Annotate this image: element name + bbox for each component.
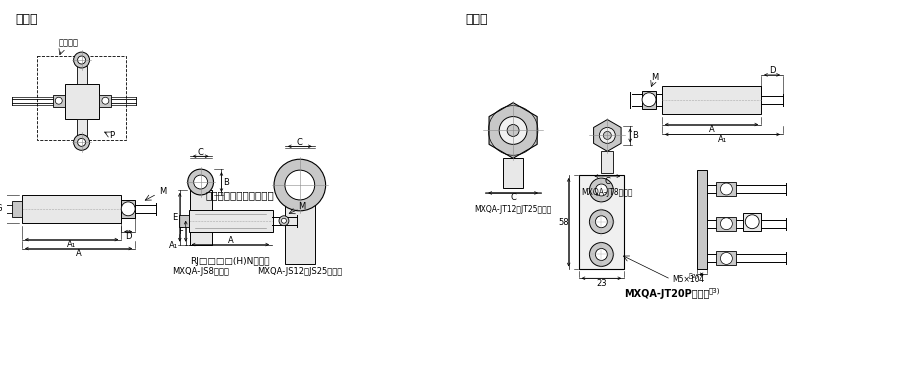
Text: 58: 58 [558, 218, 569, 227]
Bar [662, 86, 761, 114]
Text: MXQA-JS8の場合: MXQA-JS8の場合 [172, 267, 229, 276]
Circle shape [508, 124, 519, 136]
Bar [76, 118, 86, 136]
Text: 注3): 注3) [708, 288, 720, 294]
Text: C: C [510, 193, 516, 202]
Circle shape [285, 170, 315, 200]
Bar [179, 215, 189, 227]
Circle shape [745, 215, 759, 229]
Text: C: C [297, 138, 302, 147]
Text: C: C [605, 177, 610, 185]
Text: A: A [228, 236, 233, 245]
Text: A: A [76, 249, 82, 258]
Text: テーブル: テーブル [58, 39, 78, 48]
Bar [601, 151, 613, 173]
Bar [743, 213, 761, 230]
Text: A₁: A₁ [169, 241, 178, 250]
Text: A₁: A₁ [68, 240, 76, 249]
Bar [22, 195, 122, 223]
Text: MXQA-JT20Pの場合: MXQA-JT20Pの場合 [625, 289, 709, 299]
Circle shape [274, 159, 326, 211]
Circle shape [77, 138, 86, 146]
Circle shape [74, 135, 89, 150]
Bar [53, 95, 65, 107]
Text: ショックアブソーバ単体: ショックアブソーバ単体 [206, 190, 274, 200]
Bar [190, 190, 212, 244]
Text: MXQA-JT8の場合: MXQA-JT8の場合 [581, 188, 633, 197]
Text: 4: 4 [699, 275, 704, 284]
Bar [65, 84, 99, 118]
Bar [642, 91, 656, 109]
Circle shape [74, 52, 89, 68]
Text: 注2): 注2) [688, 274, 698, 279]
Text: MXQA-JT12～JT25の場合: MXQA-JT12～JT25の場合 [474, 205, 552, 214]
Circle shape [603, 132, 611, 139]
Text: F: F [178, 227, 184, 236]
Circle shape [596, 216, 608, 228]
Bar [37, 56, 126, 140]
Text: M: M [652, 73, 659, 82]
Circle shape [596, 249, 608, 261]
Bar [579, 175, 625, 269]
Text: 後退端: 後退端 [465, 14, 488, 26]
Text: A₁: A₁ [718, 135, 727, 144]
Text: MXQA-JS12～JS25の場合: MXQA-JS12～JS25の場合 [257, 267, 342, 276]
Circle shape [590, 210, 613, 233]
Circle shape [102, 97, 109, 104]
Bar [697, 170, 706, 269]
Circle shape [590, 178, 613, 202]
Circle shape [55, 97, 62, 104]
Text: A: A [708, 125, 715, 134]
Circle shape [642, 93, 656, 107]
Circle shape [590, 243, 613, 266]
Bar [122, 200, 135, 218]
Text: M5×10: M5×10 [671, 275, 699, 284]
Circle shape [720, 183, 733, 195]
Circle shape [279, 216, 289, 226]
Bar [716, 182, 736, 196]
Polygon shape [594, 120, 621, 151]
Text: RJ□□□□(H)Nの場合: RJ□□□□(H)Nの場合 [191, 257, 270, 266]
Bar [285, 190, 315, 264]
Text: C: C [198, 148, 203, 157]
Bar [716, 252, 736, 265]
Circle shape [599, 127, 616, 143]
Polygon shape [489, 103, 537, 158]
Bar [12, 201, 22, 217]
Circle shape [500, 117, 527, 144]
Bar [716, 217, 736, 230]
Text: B: B [632, 131, 638, 140]
Text: B: B [223, 177, 230, 186]
Text: M: M [159, 188, 166, 197]
Circle shape [122, 202, 135, 216]
Circle shape [282, 218, 286, 223]
Bar [76, 66, 86, 84]
Text: D: D [125, 232, 131, 241]
Text: E: E [172, 213, 177, 222]
Circle shape [720, 218, 733, 230]
Bar [503, 158, 523, 188]
Bar [189, 210, 273, 232]
Text: P: P [109, 131, 114, 140]
Text: M: M [298, 202, 305, 211]
Circle shape [188, 169, 213, 195]
Bar [99, 95, 112, 107]
Text: 23: 23 [596, 279, 607, 288]
Circle shape [596, 184, 608, 196]
Circle shape [720, 252, 733, 264]
Text: G: G [0, 204, 3, 213]
Text: 前進端: 前進端 [15, 14, 38, 26]
Text: D: D [769, 67, 775, 76]
Circle shape [77, 56, 86, 64]
Circle shape [194, 175, 208, 189]
